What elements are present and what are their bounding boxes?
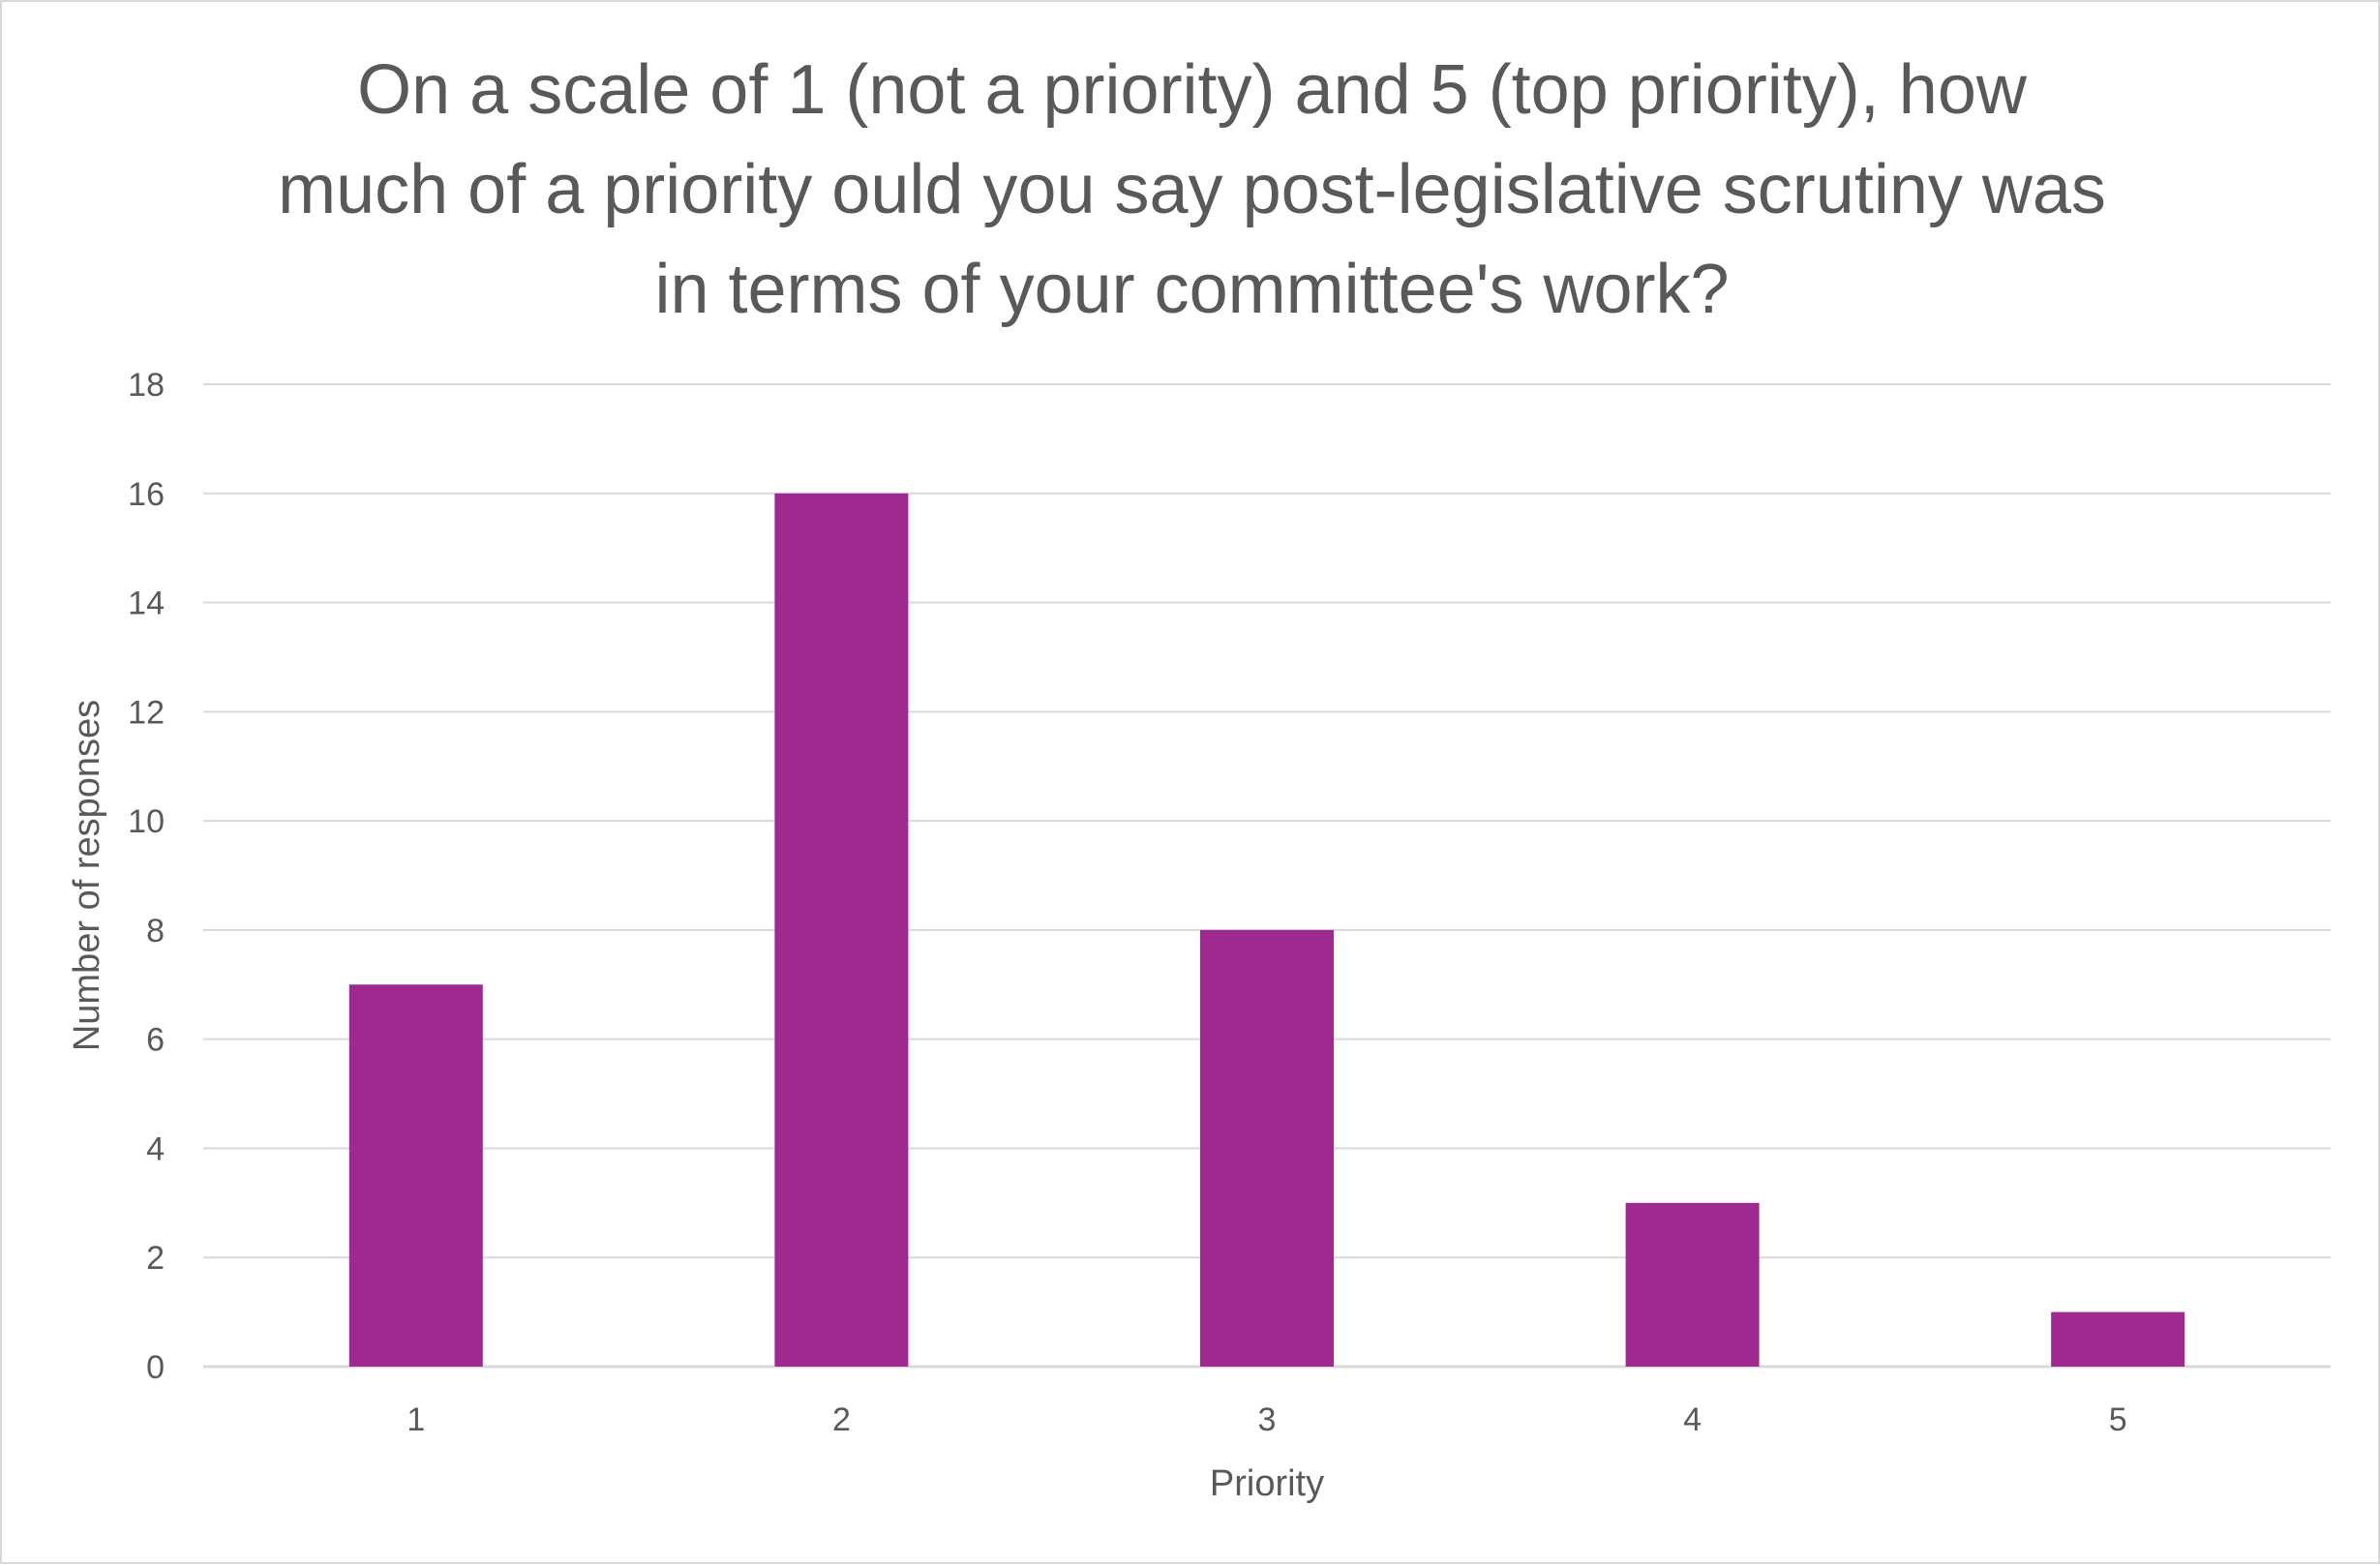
- x-tick-label: 5: [2109, 1401, 2127, 1438]
- x-tick-label: 3: [1258, 1401, 1277, 1438]
- x-axis-title: Priority: [1210, 1463, 1324, 1504]
- y-axis-title: Number of responses: [67, 700, 107, 1051]
- x-tick-label: 4: [1683, 1401, 1702, 1438]
- y-tick-label: 0: [146, 1349, 165, 1386]
- bar-1: [348, 984, 483, 1367]
- x-tick-label: 2: [832, 1401, 851, 1438]
- bar-3: [1200, 929, 1334, 1367]
- chart-title-line-3: in terms of your committee's work?: [654, 251, 1730, 328]
- y-tick-label: 18: [128, 367, 165, 404]
- y-tick-label: 10: [128, 803, 165, 840]
- chart-title-line-2: much of a priority ould you say post-leg…: [278, 151, 2106, 228]
- y-tick-label: 6: [146, 1022, 165, 1059]
- y-axis-ticks: 0 2 4 6 8 10 12 14 16 18: [128, 367, 165, 1386]
- y-tick-label: 16: [128, 476, 165, 513]
- chart-title: On a scale of 1 (not a priority) and 5 (…: [196, 41, 2188, 340]
- bar-2: [774, 493, 909, 1367]
- y-tick-label: 14: [128, 586, 165, 622]
- bar-4: [1625, 1202, 1760, 1367]
- y-tick-label: 2: [146, 1240, 165, 1277]
- y-tick-label: 12: [128, 694, 165, 731]
- bar-5: [2051, 1311, 2185, 1367]
- bars: [348, 493, 2185, 1367]
- x-tick-label: 1: [407, 1401, 425, 1438]
- y-tick-label: 4: [146, 1130, 165, 1167]
- chart-title-line-1: On a scale of 1 (not a priority) and 5 (…: [357, 51, 2027, 129]
- y-tick-label: 8: [146, 913, 165, 949]
- x-axis-ticks: 1 2 3 4 5: [407, 1401, 2126, 1438]
